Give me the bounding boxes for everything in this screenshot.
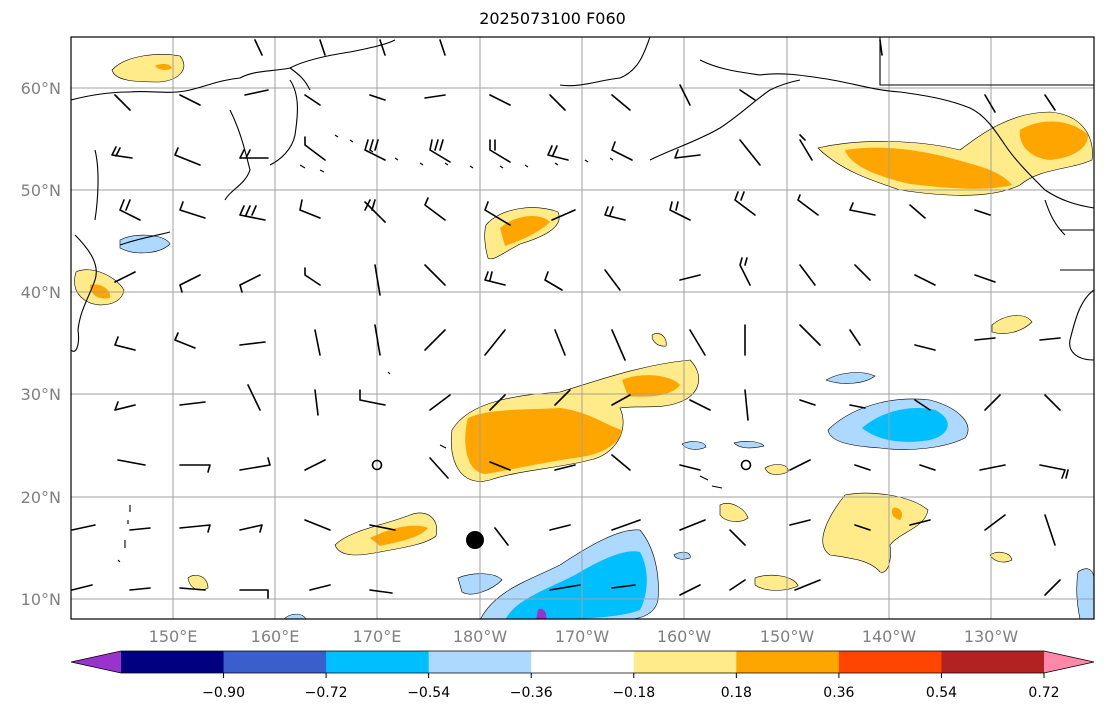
positive-anomaly-core: [845, 147, 1012, 189]
colorbar-tick-label: 0.54: [926, 685, 957, 701]
positive-anomaly-core: [891, 507, 903, 520]
colorbar: −0.90 −0.72 −0.54 −0.36 −0.18 0.18 0.36 0.54 0.7…: [70, 650, 1095, 701]
colorbar-segment: [326, 651, 430, 673]
lat-tick-labels: 10°N 20°N 30°N 40°N 50°N 60°N: [21, 79, 61, 609]
lat-tick-label: 50°N: [21, 181, 61, 200]
colorbar-tick-label: 0.18: [721, 685, 752, 701]
lat-tick-label: 30°N: [21, 385, 61, 404]
lon-tick-label: 140°W: [862, 627, 917, 646]
colorbar-tick-label: −0.18: [612, 685, 655, 701]
positive-anomaly-region: [111, 54, 185, 83]
open-circle-marker: [740, 459, 752, 471]
lon-tick-label: 170°E: [353, 627, 402, 646]
lat-tick-label: 20°N: [21, 488, 61, 507]
positive-anomaly-core: [500, 216, 550, 246]
positive-anomaly-core: [90, 284, 111, 299]
lat-tick-label: 10°N: [21, 590, 61, 609]
lat-tick-label: 60°N: [21, 79, 61, 98]
lon-tick-label: 160°E: [251, 627, 300, 646]
colorbar-tick-label: −0.90: [202, 685, 245, 701]
negative-anomaly-core: [862, 408, 948, 442]
colorbar-segment: [736, 651, 840, 673]
positive-anomaly-region: [991, 315, 1033, 334]
colorbar-segment: [633, 651, 737, 673]
colorbar-tick-label: −0.54: [407, 685, 450, 701]
coastlines: [71, 37, 1094, 563]
colorbar-segment: [223, 651, 327, 673]
positive-anomaly-region: [187, 575, 209, 591]
lon-tick-label: 160°W: [657, 627, 712, 646]
lon-tick-label: 150°E: [149, 627, 198, 646]
positive-anomaly-region: [989, 551, 1013, 563]
colorbar-segment: [838, 651, 942, 673]
negative-anomaly-region: [119, 234, 171, 254]
colorbar-tick-label: 0.36: [823, 685, 854, 701]
lon-tick-label: 150°W: [760, 627, 815, 646]
positive-anomaly-core: [1019, 121, 1088, 160]
colorbar-extend-max: [1044, 651, 1094, 673]
colorbar-segment: [121, 651, 225, 673]
center-dot-marker: [466, 531, 484, 549]
negative-anomaly-region: [1076, 568, 1094, 619]
map-title: 2025073100 F060: [479, 9, 626, 28]
colorbar-segment: [428, 651, 532, 673]
negative-anomaly-region: [825, 372, 876, 384]
lon-tick-label: 180°W: [453, 627, 508, 646]
lon-tick-label: 130°W: [964, 627, 1019, 646]
negative-anomaly-region: [733, 441, 765, 449]
lat-tick-label: 40°N: [21, 283, 61, 302]
negative-anomaly-core: [536, 608, 547, 619]
positive-anomaly-region: [764, 464, 789, 475]
colorbar-tick-label: −0.36: [510, 685, 553, 701]
colorbar-tick-label: −0.72: [305, 685, 348, 701]
lon-tick-label: 170°W: [555, 627, 610, 646]
positive-anomaly-core: [370, 525, 428, 546]
colorbar-extend-min: [71, 651, 121, 673]
positive-anomaly-core: [622, 375, 680, 397]
positive-anomaly-core: [465, 408, 622, 474]
gridlines: [71, 37, 1094, 619]
map-border: [70, 36, 1095, 620]
colorbar-tick-label: 0.72: [1028, 685, 1059, 701]
negative-anomaly-region: [681, 441, 707, 450]
colorbar-segment: [941, 651, 1045, 673]
positive-anomaly-region: [719, 503, 749, 522]
colorbar-outline: [70, 650, 1095, 674]
colorbar-segment: [531, 651, 635, 673]
lon-tick-labels: 150°E 160°E 170°E 180°W 170°W 160°W 150°…: [149, 627, 1019, 646]
positive-anomaly-core: [155, 63, 172, 71]
wind-barbs: [71, 39, 1069, 599]
open-circle-marker: [371, 459, 383, 471]
negative-anomaly-region: [673, 551, 691, 560]
positive-anomaly-region: [651, 333, 667, 347]
